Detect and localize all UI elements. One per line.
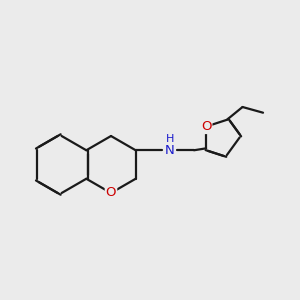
Text: H: H: [166, 134, 174, 144]
Text: O: O: [201, 120, 211, 133]
Text: O: O: [106, 187, 116, 200]
Text: N: N: [165, 144, 175, 157]
